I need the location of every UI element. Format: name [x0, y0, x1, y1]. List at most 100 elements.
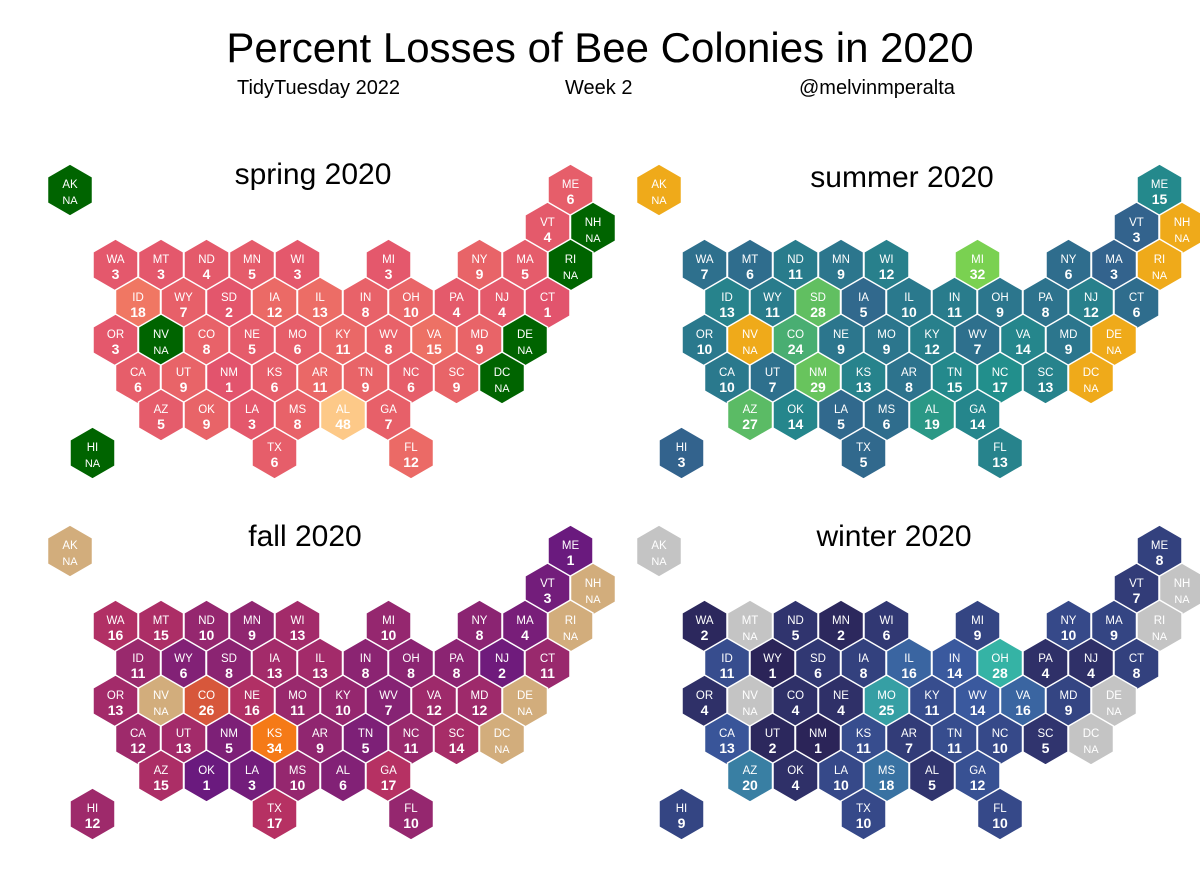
- loss-value-label: 12: [130, 740, 146, 756]
- state-abbr-label: HI: [676, 442, 688, 454]
- state-abbr-label: LA: [834, 404, 848, 416]
- loss-value-label: 5: [928, 777, 936, 793]
- loss-value-label: 2: [837, 627, 845, 643]
- loss-value-label: 1: [769, 665, 777, 681]
- hex-tile-vt: VT7: [1113, 562, 1160, 616]
- loss-value-label: 10: [335, 702, 351, 718]
- hex-shape: [251, 787, 298, 841]
- state-abbr-label: TX: [856, 803, 871, 815]
- hex-shape: [635, 163, 683, 217]
- state-abbr-label: NH: [1174, 217, 1191, 229]
- state-abbr-label: TX: [267, 442, 282, 454]
- loss-value-label: 8: [905, 379, 913, 395]
- loss-value-label: 5: [792, 627, 800, 643]
- hex-tile-hi: HI3: [658, 426, 705, 480]
- state-abbr-label: SD: [221, 292, 237, 304]
- hex-tile-ak: AK NA: [635, 524, 683, 578]
- hex-shape: [840, 787, 887, 841]
- state-abbr-label: DE: [517, 329, 533, 341]
- loss-value-label: 12: [403, 454, 419, 470]
- loss-value-label: NA: [517, 706, 533, 718]
- state-abbr-label: MS: [289, 404, 307, 416]
- state-abbr-label: OK: [787, 765, 804, 777]
- state-abbr-label: CT: [540, 653, 555, 665]
- loss-value-label: 12: [924, 341, 940, 357]
- loss-value-label: NA: [651, 556, 667, 568]
- state-abbr-label: PA: [449, 653, 464, 665]
- hex-shape: [976, 426, 1024, 480]
- loss-value-label: 11: [404, 740, 419, 756]
- loss-value-label: 14: [947, 665, 963, 681]
- hex-tile-mi: MI3: [365, 238, 412, 292]
- loss-value-label: 13: [1038, 379, 1054, 395]
- hex-tile-nj: NJ4: [1067, 637, 1115, 691]
- state-abbr-label: GA: [380, 765, 397, 777]
- loss-value-label: 9: [453, 379, 461, 395]
- state-abbr-label: ND: [787, 254, 804, 266]
- loss-value-label: 14: [788, 416, 804, 432]
- state-abbr-label: AZ: [743, 765, 758, 777]
- state-abbr-label: LA: [834, 765, 848, 777]
- loss-value-label: 9: [883, 341, 891, 357]
- state-abbr-label: NY: [1061, 254, 1077, 266]
- state-abbr-label: NM: [809, 367, 827, 379]
- loss-value-label: 10: [1061, 627, 1077, 643]
- loss-value-label: 7: [1133, 590, 1141, 606]
- loss-value-label: 5: [248, 266, 256, 282]
- state-abbr-label: MD: [471, 329, 489, 341]
- loss-value-label: 9: [248, 627, 256, 643]
- state-abbr-label: FL: [993, 442, 1007, 454]
- loss-value-label: 25: [879, 702, 895, 718]
- state-abbr-label: AK: [62, 540, 78, 552]
- hex-tile-oh: OH8: [387, 637, 435, 691]
- state-abbr-label: SD: [221, 653, 237, 665]
- loss-value-label: NA: [1083, 744, 1099, 756]
- loss-value-label: 6: [746, 266, 754, 282]
- hex-shape: [635, 524, 683, 578]
- hex-tile-sc: SC9: [433, 351, 480, 405]
- hex-tile-ri: RI NA: [547, 238, 594, 292]
- panel-title-summer: summer 2020: [810, 161, 994, 194]
- state-abbr-label: VA: [427, 690, 442, 702]
- loss-value-label: 12: [426, 702, 442, 718]
- loss-value-label: 11: [290, 702, 305, 718]
- loss-value-label: 3: [248, 416, 256, 432]
- hex-tile-nh: NH NA: [569, 201, 617, 255]
- loss-value-label: 3: [248, 777, 256, 793]
- state-abbr-label: VT: [540, 578, 555, 590]
- loss-value-label: 10: [403, 815, 419, 831]
- state-abbr-label: MA: [1105, 254, 1123, 266]
- loss-value-label: 3: [112, 341, 120, 357]
- state-abbr-label: IL: [904, 653, 914, 665]
- hex-tile-wi: WI3: [274, 238, 321, 292]
- loss-value-label: 8: [362, 665, 370, 681]
- state-abbr-label: OK: [198, 765, 215, 777]
- loss-value-label: 29: [810, 379, 826, 395]
- hex-tile-ut: UT2: [749, 712, 796, 766]
- state-abbr-label: OH: [991, 653, 1008, 665]
- loss-value-label: NA: [585, 594, 601, 606]
- state-abbr-label: CO: [198, 690, 215, 702]
- state-abbr-label: NH: [585, 217, 602, 229]
- loss-value-label: 11: [720, 665, 735, 681]
- state-abbr-label: NM: [220, 367, 238, 379]
- state-abbr-label: PA: [449, 292, 464, 304]
- loss-value-label: 9: [837, 341, 845, 357]
- loss-value-label: 6: [271, 454, 279, 470]
- loss-value-label: 8: [203, 341, 211, 357]
- loss-value-label: 6: [271, 379, 279, 395]
- loss-value-label: 8: [476, 627, 484, 643]
- hex-tile-wi: WI6: [863, 599, 910, 653]
- state-abbr-label: WA: [106, 254, 124, 266]
- state-abbr-label: HI: [87, 442, 99, 454]
- state-abbr-label: CA: [719, 367, 735, 379]
- loss-value-label: 4: [453, 304, 461, 320]
- loss-value-label: NA: [1106, 345, 1122, 357]
- loss-value-label: 9: [837, 266, 845, 282]
- loss-value-label: 5: [225, 740, 233, 756]
- hex-tile-wa: WA2: [681, 599, 728, 653]
- state-abbr-label: DC: [1083, 728, 1100, 740]
